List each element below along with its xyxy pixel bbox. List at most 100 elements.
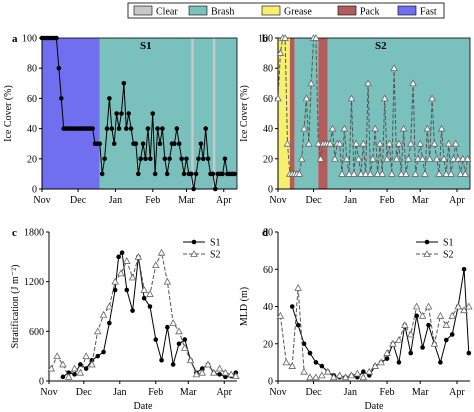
data-point-s1-12	[124, 287, 130, 293]
x-tick-label: Feb	[145, 195, 160, 206]
data-point-s2-26	[198, 368, 206, 376]
y-tick-label: 40	[27, 124, 37, 135]
data-point-s2-65	[428, 94, 436, 102]
legend-marker-s2	[423, 250, 431, 257]
data-point-s2-3	[64, 372, 73, 380]
data-point-s1-29	[461, 266, 467, 272]
x-tick-label: Mar	[412, 387, 429, 398]
x-tick-label: Dec	[306, 195, 323, 206]
data-point-s1-29	[109, 126, 115, 131]
data-point-s2-36	[359, 139, 368, 147]
data-point-s2-23	[412, 302, 421, 310]
panel-d: 0 20 40 60 80 Nov Dec Jan Feb Mar Apr MLD (m) Date d S…	[239, 227, 473, 412]
data-point-s1-72	[213, 186, 218, 192]
data-point-s1-0	[60, 374, 66, 380]
data-point-s2-8	[323, 367, 332, 375]
data-point-s2-67	[433, 154, 441, 162]
x-tick-label: Mar	[178, 195, 195, 206]
data-point-s1-66	[198, 141, 204, 146]
data-point-s2-51	[395, 139, 403, 147]
data-point-s1-35	[123, 126, 129, 131]
data-point-s1-24	[97, 141, 103, 146]
data-point-s2-64	[425, 154, 434, 162]
data-point-s2-56	[406, 139, 415, 147]
legend-label-fast: Fast	[420, 7, 437, 18]
data-point-s1-80	[232, 171, 237, 177]
x-tick-label: Nov	[269, 195, 286, 206]
data-point-s1-31	[114, 111, 119, 116]
series-line-s2	[277, 37, 469, 175]
data-point-s2-48	[387, 169, 396, 177]
data-point-s2-13	[122, 257, 131, 264]
x-tick-label: Dec	[70, 195, 87, 206]
data-point-s1-53	[167, 156, 172, 162]
data-point-s2-60	[416, 139, 425, 147]
data-point-s2-27	[338, 169, 346, 177]
data-point-s1-63	[191, 186, 196, 192]
data-point-s2-52	[397, 169, 406, 177]
data-point-s1-55	[172, 141, 177, 146]
data-point-s2-6	[312, 373, 320, 381]
data-point-s2-5	[306, 373, 314, 381]
data-point-s2-26	[335, 139, 344, 147]
data-point-s2-23	[328, 124, 337, 132]
panel-letter: b	[262, 33, 268, 45]
data-point-s1-21	[414, 313, 419, 319]
data-point-s1-76	[222, 156, 228, 162]
data-point-s1-20	[408, 350, 414, 356]
data-point-s2-41	[371, 124, 379, 132]
data-point-s1-3	[307, 350, 313, 356]
data-point-s1-25	[99, 171, 105, 177]
data-point-s1-22	[420, 345, 425, 350]
data-point-s2-7	[318, 371, 326, 379]
data-point-s2-76	[454, 154, 462, 162]
data-point-s1-30	[466, 350, 472, 356]
data-point-s2-78	[459, 154, 467, 162]
data-point-s1-6	[54, 35, 59, 41]
panel-letter: a	[12, 33, 18, 45]
data-point-s2-53	[399, 124, 408, 132]
data-point-s1-2	[301, 341, 307, 347]
data-point-s2-29	[448, 311, 457, 319]
data-point-s1-41	[138, 156, 144, 162]
data-point-s2-22	[175, 327, 183, 335]
x-tick-label: Nov	[40, 387, 57, 398]
legend-text-s2: S2	[443, 250, 454, 261]
data-point-s2-45	[380, 94, 389, 102]
data-point-s2-24	[186, 356, 195, 364]
data-point-s1-57	[176, 141, 182, 146]
data-point-s2-68	[435, 169, 443, 177]
data-point-s2-29	[342, 154, 351, 162]
data-point-s2-4	[300, 367, 308, 375]
data-point-s1-32	[116, 126, 122, 131]
data-point-s1-64	[193, 171, 199, 177]
y-tick-label: 0	[39, 377, 44, 388]
y-tick-label: 1800	[24, 228, 44, 239]
data-point-s2-42	[373, 169, 382, 177]
data-point-s2-30	[221, 368, 230, 376]
data-point-s1-12	[361, 369, 366, 374]
legend-marker-s1	[424, 239, 430, 245]
y-tick-label: 60	[27, 94, 37, 105]
data-point-s2-2	[59, 360, 67, 368]
data-point-s2-17	[314, 139, 323, 147]
data-point-s1-6	[95, 353, 101, 359]
x-tick-label: Mar	[412, 195, 429, 206]
data-point-s2-19	[157, 248, 166, 256]
data-point-s1-69	[205, 156, 211, 162]
x-tick-label: Nov	[33, 195, 50, 206]
data-point-s1-15	[141, 295, 147, 301]
data-point-s2-72	[444, 139, 453, 147]
site-label: S2	[375, 40, 387, 52]
data-point-s2-62	[421, 169, 429, 177]
x-tick-label: Apr	[449, 195, 465, 206]
data-point-s2-49	[390, 64, 398, 72]
y-tick-label: 80	[263, 228, 273, 239]
legend-swatch-pack	[337, 5, 357, 16]
data-point-s2-40	[369, 154, 377, 162]
x-tick-label: Nov	[269, 387, 286, 398]
data-point-s1-4	[83, 366, 89, 371]
data-point-s2-11	[300, 124, 308, 132]
data-point-s2-4	[70, 364, 79, 372]
